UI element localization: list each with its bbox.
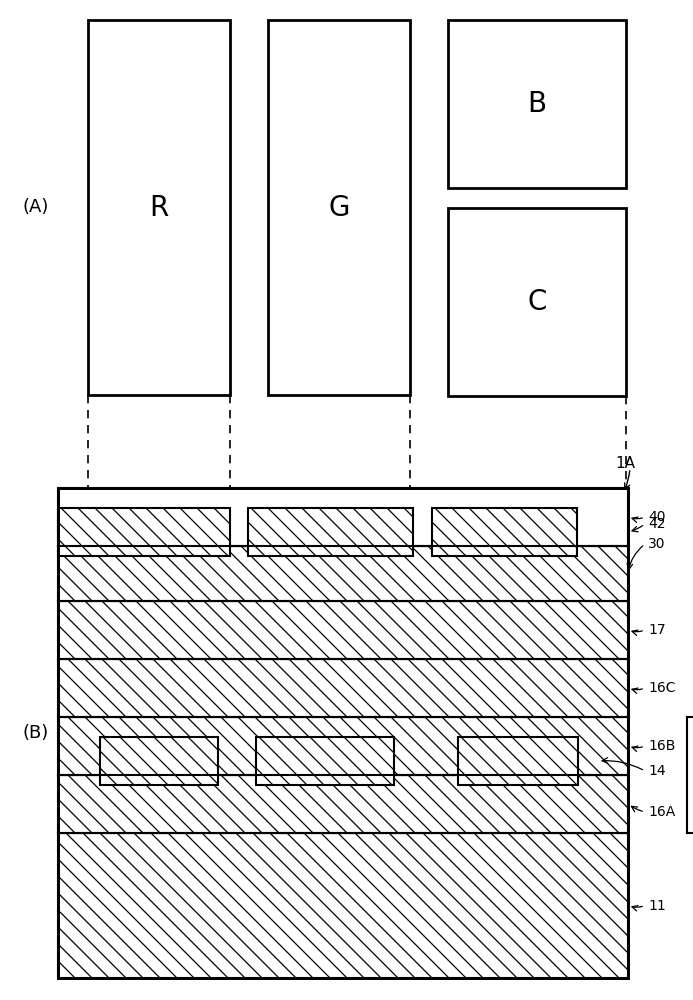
Text: 14: 14	[648, 764, 665, 778]
Bar	[248, 508, 413, 556]
Text: 42: 42	[648, 517, 665, 531]
Bar	[448, 20, 626, 188]
Bar	[448, 208, 626, 396]
Bar	[458, 737, 578, 785]
Bar	[58, 488, 628, 978]
Text: 40: 40	[648, 510, 665, 524]
Bar	[268, 20, 410, 395]
Text: 16A: 16A	[648, 805, 675, 819]
Bar	[100, 737, 218, 785]
Text: G: G	[328, 194, 350, 222]
Text: (B): (B)	[22, 724, 49, 742]
Bar	[58, 488, 628, 978]
Text: C: C	[527, 288, 547, 316]
Text: (A): (A)	[22, 198, 49, 217]
Text: 30: 30	[648, 537, 665, 551]
Text: R: R	[150, 194, 168, 222]
Bar	[58, 717, 628, 775]
Bar	[58, 833, 628, 978]
Text: 16C: 16C	[648, 681, 676, 695]
Text: B: B	[527, 90, 547, 118]
Bar	[58, 601, 628, 659]
Bar	[88, 20, 230, 395]
Text: 11: 11	[648, 898, 666, 912]
Bar	[58, 775, 628, 833]
Bar	[256, 737, 394, 785]
Bar	[58, 488, 628, 546]
Text: 17: 17	[648, 623, 665, 637]
Bar	[58, 659, 628, 717]
Text: 16B: 16B	[648, 739, 676, 753]
Bar	[58, 508, 230, 556]
Bar	[58, 546, 628, 601]
Text: 1A: 1A	[615, 456, 635, 472]
Bar	[432, 508, 577, 556]
